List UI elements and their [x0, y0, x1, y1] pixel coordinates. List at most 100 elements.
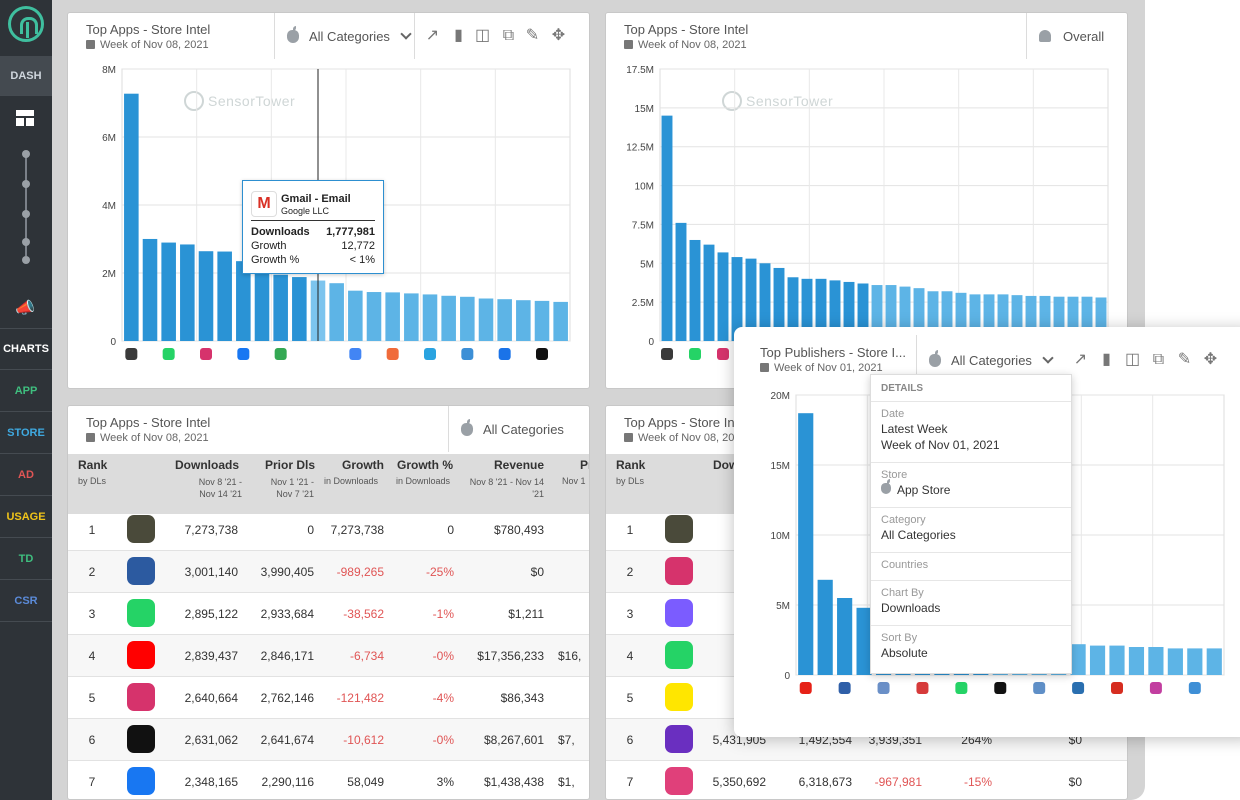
timeline-dot[interactable] — [22, 150, 30, 158]
app-icon[interactable] — [665, 515, 693, 543]
col-rank[interactable]: Rank — [78, 458, 108, 472]
nav-td[interactable]: TD — [0, 538, 52, 580]
timeline-dot[interactable] — [22, 180, 30, 188]
app-icon[interactable] — [127, 767, 155, 795]
nav-csr[interactable]: CSR — [0, 580, 52, 622]
table-row[interactable]: 1 7,273,738 0 7,273,738 0 $780,493 — [68, 509, 589, 551]
table-row[interactable]: 6 2,631,062 2,641,674 -10,612 -0% $8,267,601 $… — [68, 719, 589, 761]
col-revenue[interactable]: Revenue — [494, 458, 545, 472]
megaphone-icon[interactable]: 📣 — [15, 300, 35, 317]
category-dropdown[interactable]: All Categories — [916, 335, 1066, 385]
table-row[interactable]: 7 5,350,692 6,318,673 -967,981 -15% $0 — [606, 761, 1127, 799]
col-downloads-sub: Nov 8 '21 - Nov 14 '21 — [198, 477, 242, 499]
col-prior[interactable]: Prior Dls — [265, 458, 316, 472]
timeline-dot[interactable] — [22, 210, 30, 218]
table-row[interactable]: 4 2,839,437 2,846,171 -6,734 -0% $17,356,233 $… — [68, 635, 589, 677]
duplicate-icon[interactable]: ⧉ — [502, 27, 515, 44]
app-icon[interactable] — [665, 767, 693, 795]
category-dropdown[interactable]: All Categories — [274, 13, 414, 59]
col-growth-pct[interactable]: Growth % — [397, 458, 453, 472]
cell-revenue: $8,267,601 — [483, 733, 544, 747]
category-dropdown[interactable]: All Categories — [448, 406, 589, 452]
detail-countries[interactable]: Countries — [871, 552, 1071, 580]
panel-top-apps-1: Top Apps - Store Intel Week of Nov 08, 2… — [67, 12, 590, 389]
app-icon[interactable] — [127, 515, 155, 543]
nav-app[interactable]: APP — [0, 370, 52, 412]
app-icon[interactable] — [665, 599, 693, 627]
cell-growth_pct: -4% — [432, 691, 454, 705]
cell-growth: 7,273,738 — [330, 523, 384, 537]
cell-rank: 7 — [88, 775, 96, 789]
split-icon[interactable]: ◫ — [474, 27, 491, 44]
nav-store[interactable]: STORE — [0, 412, 52, 454]
cell-growth_pct: 3% — [436, 775, 454, 789]
app-icon[interactable] — [665, 557, 693, 585]
cell-rank: 4 — [626, 649, 634, 663]
app-icon — [799, 682, 812, 694]
app-icon[interactable] — [127, 683, 155, 711]
app-icon[interactable] — [665, 641, 693, 669]
nav-charts[interactable]: CHARTS — [0, 328, 52, 370]
col-prior-revenue[interactable]: Pr — [580, 458, 589, 472]
sensortower-logo-icon[interactable] — [8, 6, 44, 42]
trash-icon[interactable]: ▮ — [1102, 351, 1111, 368]
timeline-dot[interactable] — [22, 256, 30, 264]
chart-bar — [1206, 648, 1222, 675]
detail-value: Downloads — [881, 601, 941, 615]
trash-icon[interactable]: ▮ — [454, 27, 463, 44]
detail-category[interactable]: Category All Categories — [871, 507, 1071, 552]
table-header: Rank by DLs Downloads Nov 8 '21 - Nov 14… — [68, 454, 589, 514]
col-downloads[interactable]: Downloads — [175, 458, 240, 472]
gmail-icon: M — [251, 191, 277, 217]
y-tick-label: 0 — [648, 337, 654, 348]
nav-dash[interactable]: DASH — [0, 56, 52, 96]
pencil-icon[interactable]: ✎ — [525, 27, 540, 44]
detail-date[interactable]: Date Latest Week Week of Nov 01, 2021 — [871, 401, 1071, 461]
app-icon[interactable] — [665, 683, 693, 711]
move-icon[interactable]: ✥ — [551, 27, 566, 44]
store-filter[interactable]: Overall — [1026, 13, 1127, 59]
popup-title: Top Publishers - Store I... — [760, 345, 906, 360]
detail-sort-by[interactable]: Sort By Absolute — [871, 625, 1071, 675]
panel-subtitle: Week of Nov 08, 202 — [624, 432, 741, 444]
nav-ad[interactable]: AD — [0, 454, 52, 496]
nav-usage[interactable]: USAGE — [0, 496, 52, 538]
chart-bar — [236, 261, 251, 341]
chart-bar — [516, 300, 531, 341]
app-icon[interactable] — [127, 599, 155, 627]
external-link-icon[interactable]: ↗ — [425, 27, 440, 44]
chart-bar — [759, 263, 771, 341]
detail-store[interactable]: Store App Store — [871, 462, 1071, 507]
app-icon[interactable] — [127, 557, 155, 585]
app-icon[interactable] — [127, 725, 155, 753]
move-icon[interactable]: ✥ — [1203, 351, 1218, 368]
cell-rank: 2 — [88, 565, 96, 579]
detail-chart-by[interactable]: Chart By Downloads — [871, 580, 1071, 625]
chart-bar — [997, 294, 1009, 341]
table-row[interactable]: 3 2,895,122 2,933,684 -38,562 -1% $1,211 — [68, 593, 589, 635]
detail-label: Countries — [881, 559, 929, 571]
split-icon[interactable]: ◫ — [1124, 351, 1141, 368]
android-icon — [1039, 30, 1051, 42]
cell-extra: $16, — [558, 649, 582, 663]
table-row[interactable]: 2 3,001,140 3,990,405 -989,265 -25% $0 — [68, 551, 589, 593]
external-link-icon[interactable]: ↗ — [1073, 351, 1088, 368]
pencil-icon[interactable]: ✎ — [1177, 351, 1192, 368]
chart-bar — [198, 251, 214, 341]
cell-prior: 2,933,684 — [260, 607, 314, 621]
layout-icon[interactable] — [16, 110, 34, 126]
chart-bar — [927, 291, 939, 341]
col-rank[interactable]: Rank — [616, 458, 646, 472]
app-icon[interactable] — [665, 725, 693, 753]
table-row[interactable]: 5 2,640,664 2,762,146 -121,482 -4% $86,343 — [68, 677, 589, 719]
panel-subtitle: Week of Nov 08, 2021 — [86, 432, 209, 444]
app-icon[interactable] — [127, 641, 155, 669]
duplicate-icon[interactable]: ⧉ — [1152, 351, 1165, 368]
chart-bar — [460, 296, 475, 341]
chart-bar — [661, 115, 673, 341]
table-row[interactable]: 7 2,348,165 2,290,116 58,049 3% $1,438,438 $1, — [68, 761, 589, 799]
col-growth[interactable]: Growth — [342, 458, 384, 472]
col-downloads[interactable]: Dow — [713, 458, 739, 472]
timeline-dot[interactable] — [22, 238, 30, 246]
app-icon — [916, 682, 929, 694]
